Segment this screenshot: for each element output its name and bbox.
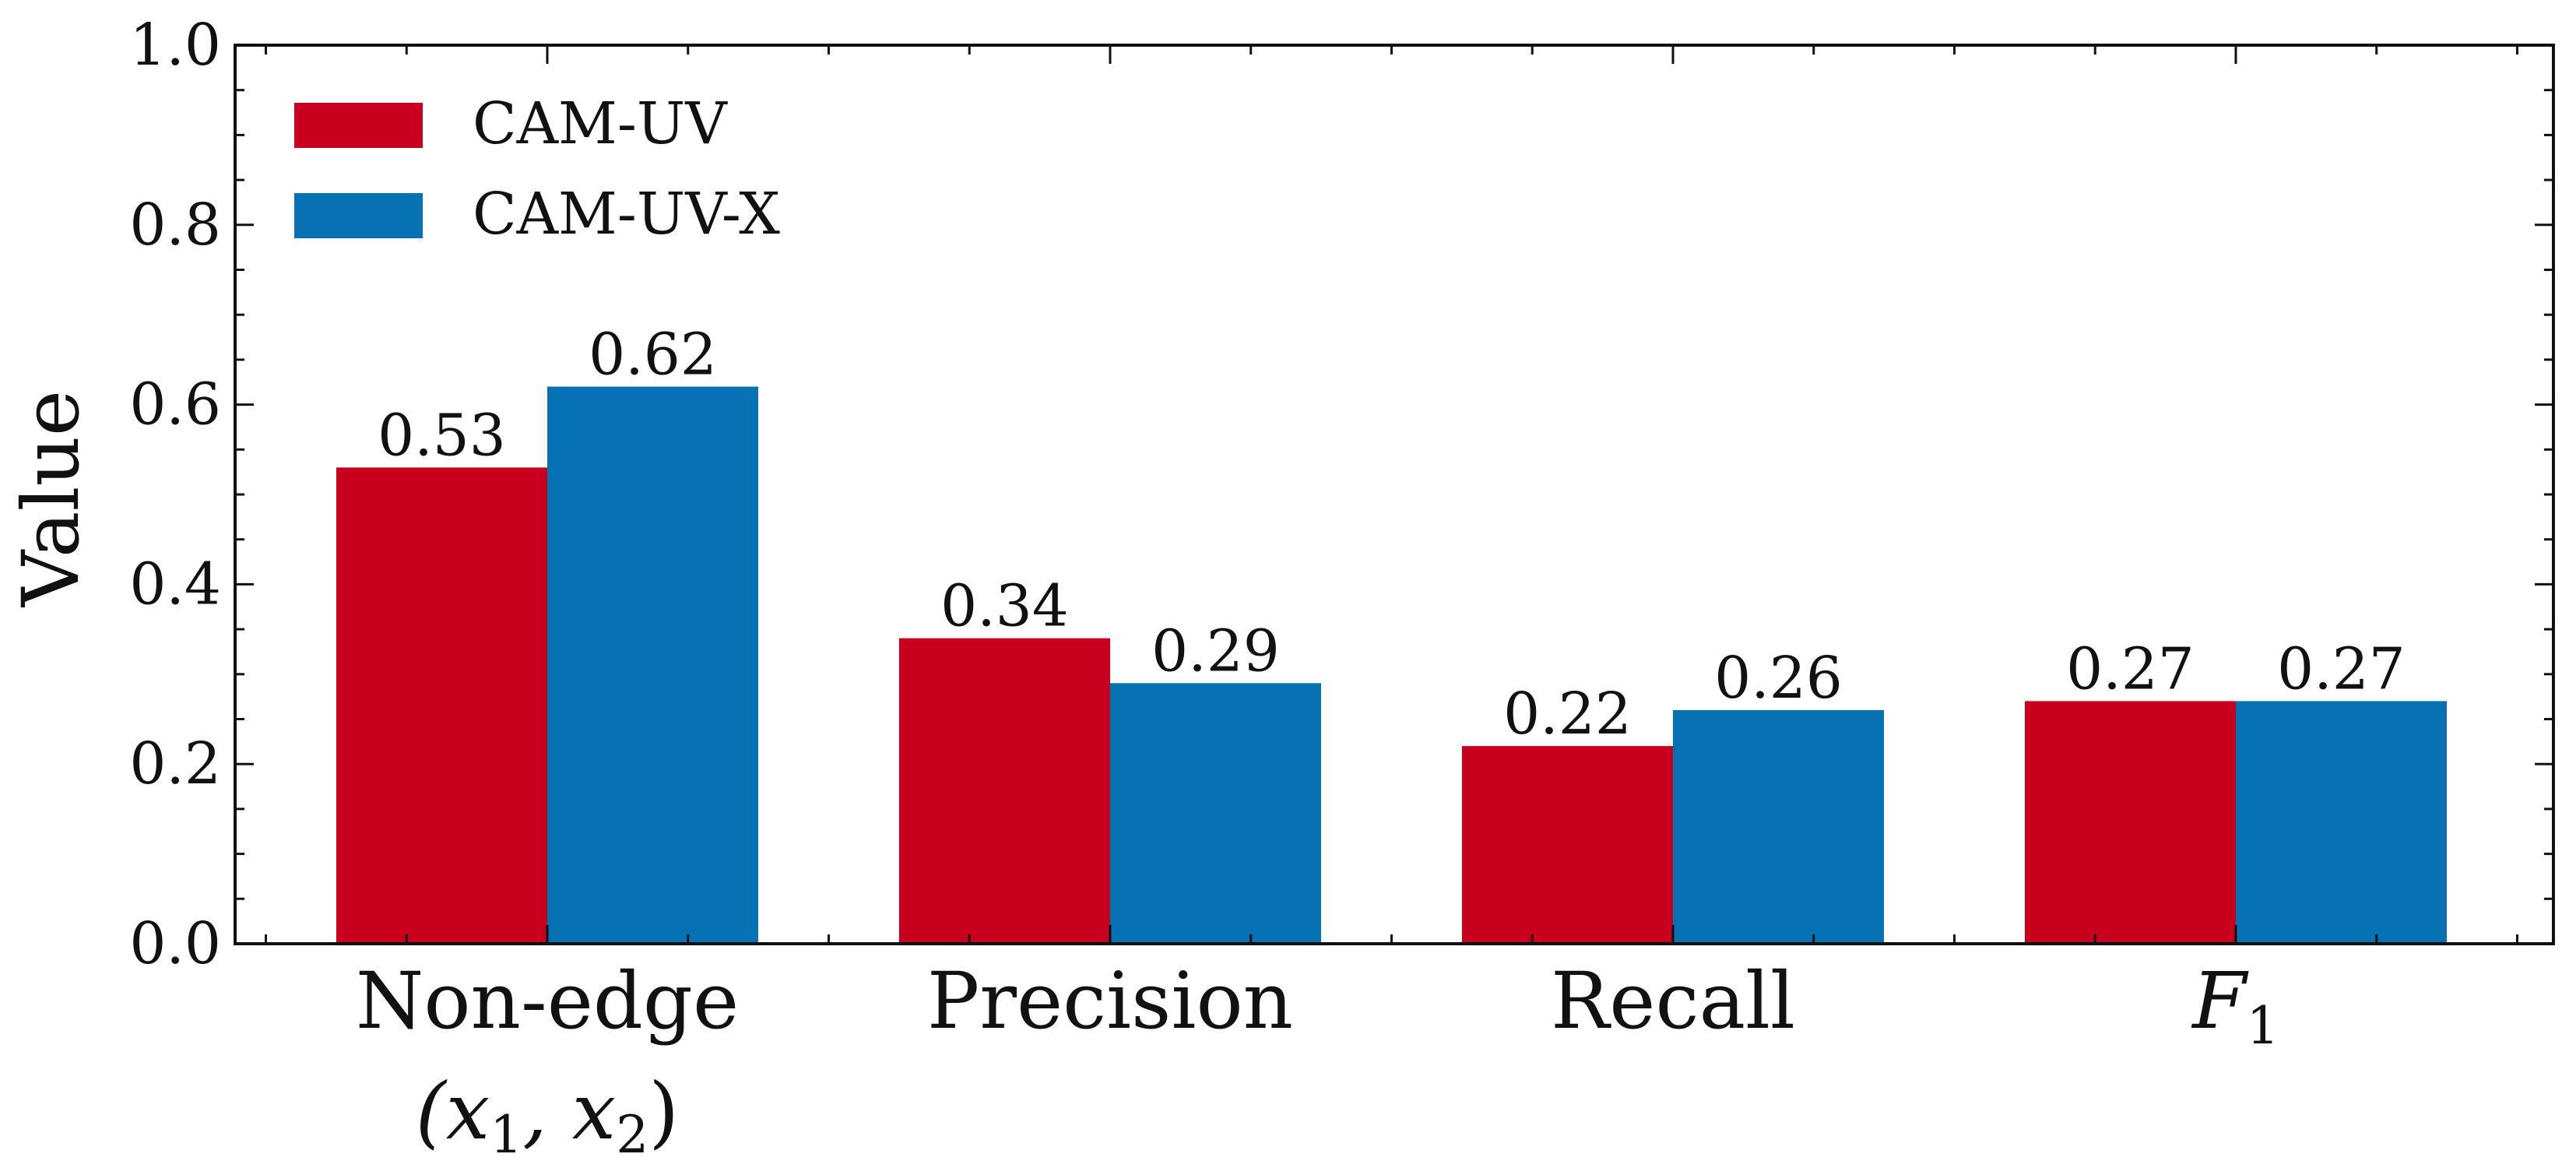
x-tick-label-f1: F1 <box>2191 955 2279 1056</box>
bars-layer <box>336 386 2447 944</box>
bar-value-label-cam-uv-x-2: 0.26 <box>1714 645 1843 712</box>
y-tick-labels: 0.0 0.2 0.4 0.6 0.8 1.0 <box>129 12 221 977</box>
bar-cam-uv-x-1 <box>1110 683 1321 944</box>
y-tick-label: 1.0 <box>129 12 221 79</box>
bar-cam-uv-1 <box>899 638 1110 944</box>
legend-swatch-cam-uv-x <box>294 193 423 238</box>
bar-cam-uv-3 <box>2025 701 2236 944</box>
bar-cam-uv-x-3 <box>2236 701 2447 944</box>
plot-frame <box>234 44 2555 945</box>
y-tick-label: 0.6 <box>129 371 221 438</box>
legend: CAM-UV CAM-UV-X <box>294 90 780 248</box>
y-tick-label: 0.8 <box>129 192 221 259</box>
x-sub-close: ) <box>648 1066 679 1157</box>
y-axis-label: Value <box>5 390 97 607</box>
legend-label-cam-uv: CAM-UV <box>473 90 728 157</box>
y-tick-label: 0.0 <box>129 910 221 977</box>
bar-cam-uv-2 <box>1462 746 1673 944</box>
bar-cam-uv-0 <box>336 467 547 944</box>
legend-label-cam-uv-x: CAM-UV-X <box>473 181 780 248</box>
x-f-letter: F <box>2191 955 2249 1047</box>
x-tick-label-non-edge-sub: (x1, x2) <box>416 1066 679 1165</box>
bar-value-label-cam-uv-x-0: 0.62 <box>589 322 717 389</box>
bar-value-label-cam-uv-2: 0.22 <box>1503 681 1632 748</box>
bar-value-labels: 0.53 0.34 0.22 0.27 0.62 0.29 0.26 0.27 <box>378 322 2406 748</box>
x-f-subscript: 1 <box>2247 996 2279 1056</box>
bar-value-label-cam-uv-x-1: 0.29 <box>1151 617 1280 684</box>
x-tick-label-precision: Precision <box>927 955 1293 1047</box>
x-sub-index-1: 1 <box>490 1105 522 1165</box>
x-sub-open: (x <box>416 1066 490 1157</box>
legend-swatch-cam-uv <box>294 103 423 148</box>
y-tick-label: 0.4 <box>129 551 221 617</box>
x-sub-index-2: 2 <box>616 1105 648 1165</box>
x-sub-sep: , x <box>522 1066 616 1157</box>
y-tick-label: 0.2 <box>129 730 221 797</box>
bar-value-label-cam-uv-0: 0.53 <box>378 402 506 469</box>
bar-value-label-cam-uv-x-3: 0.27 <box>2277 635 2406 702</box>
bar-value-label-cam-uv-1: 0.34 <box>940 573 1069 640</box>
x-tick-label-recall: Recall <box>1551 955 1795 1047</box>
x-tick-label-non-edge: Non-edge <box>356 955 739 1047</box>
x-tick-labels: Non-edge (x1, x2) Precision Recall F1 <box>356 955 2279 1165</box>
bar-cam-uv-x-2 <box>1673 709 1884 944</box>
bar-value-label-cam-uv-3: 0.27 <box>2066 635 2195 702</box>
bar-cam-uv-x-0 <box>547 386 758 944</box>
